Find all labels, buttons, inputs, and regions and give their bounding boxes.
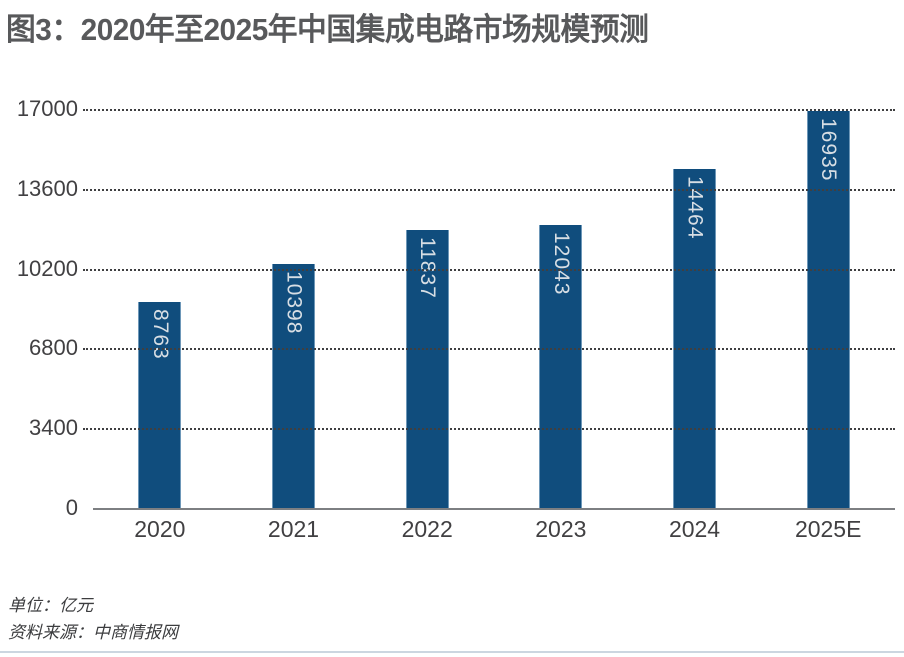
bar-value-label: 8763	[148, 309, 172, 361]
bar-series: 8763 10398 11837 12043 14464 16935	[93, 109, 895, 508]
bar-value-label: 16935	[817, 117, 841, 181]
y-axis: 0 3400 6800 10200 13600 17000	[0, 96, 78, 520]
bar-2020: 8763	[138, 302, 182, 508]
y-tick-label: 10200	[16, 255, 78, 281]
bar-slot: 16935	[761, 109, 895, 508]
x-tick-label: 2020	[134, 516, 186, 542]
page-title: 图3：2020年至2025年中国集成电路市场规模预测	[6, 12, 649, 47]
y-tick-label: 0	[65, 495, 78, 520]
gridline	[83, 268, 895, 271]
bar-slot: 11837	[360, 109, 494, 508]
bar-2021: 10398	[272, 263, 315, 508]
bar-slot: 8763	[93, 109, 227, 508]
bar-2023: 12043	[539, 225, 583, 508]
bar-slot: 10398	[227, 109, 361, 508]
bottom-divider	[0, 651, 904, 653]
bar-2022: 11837	[405, 230, 449, 508]
bar-slot: 12043	[494, 109, 628, 508]
bar-slot: 14464	[628, 109, 762, 508]
bar-value-label: 11837	[416, 237, 440, 300]
x-tick-label: 2023	[535, 516, 587, 542]
bar-value-label: 10398	[282, 270, 306, 335]
gridline	[83, 188, 895, 191]
x-tick-label: 2025E	[794, 516, 862, 542]
gridline	[83, 109, 895, 111]
bar-2024: 14464	[673, 168, 717, 508]
x-tick-label: 2022	[401, 516, 453, 542]
x-axis: 2020 2021 2022 2023 2024 2025E	[93, 516, 895, 543]
plot-area: 8763 10398 11837 12043 14464 16935	[83, 109, 895, 510]
bar-2025E: 16935	[806, 110, 850, 508]
y-tick-label: 3400	[29, 415, 78, 441]
gridline	[83, 428, 895, 431]
y-tick-label: 13600	[16, 175, 78, 201]
y-tick-label: 17000	[16, 96, 78, 121]
footer-unit: 单位：亿元	[8, 596, 93, 615]
y-tick-label: 6800	[29, 335, 78, 361]
x-tick-label: 2024	[668, 516, 721, 542]
x-tick-label: 2021	[267, 516, 320, 542]
footer-source: 资料来源：中商情报网	[8, 623, 178, 642]
bar-value-label: 14464	[683, 175, 707, 239]
gridline	[83, 348, 895, 351]
bar-value-label: 12043	[549, 232, 573, 296]
